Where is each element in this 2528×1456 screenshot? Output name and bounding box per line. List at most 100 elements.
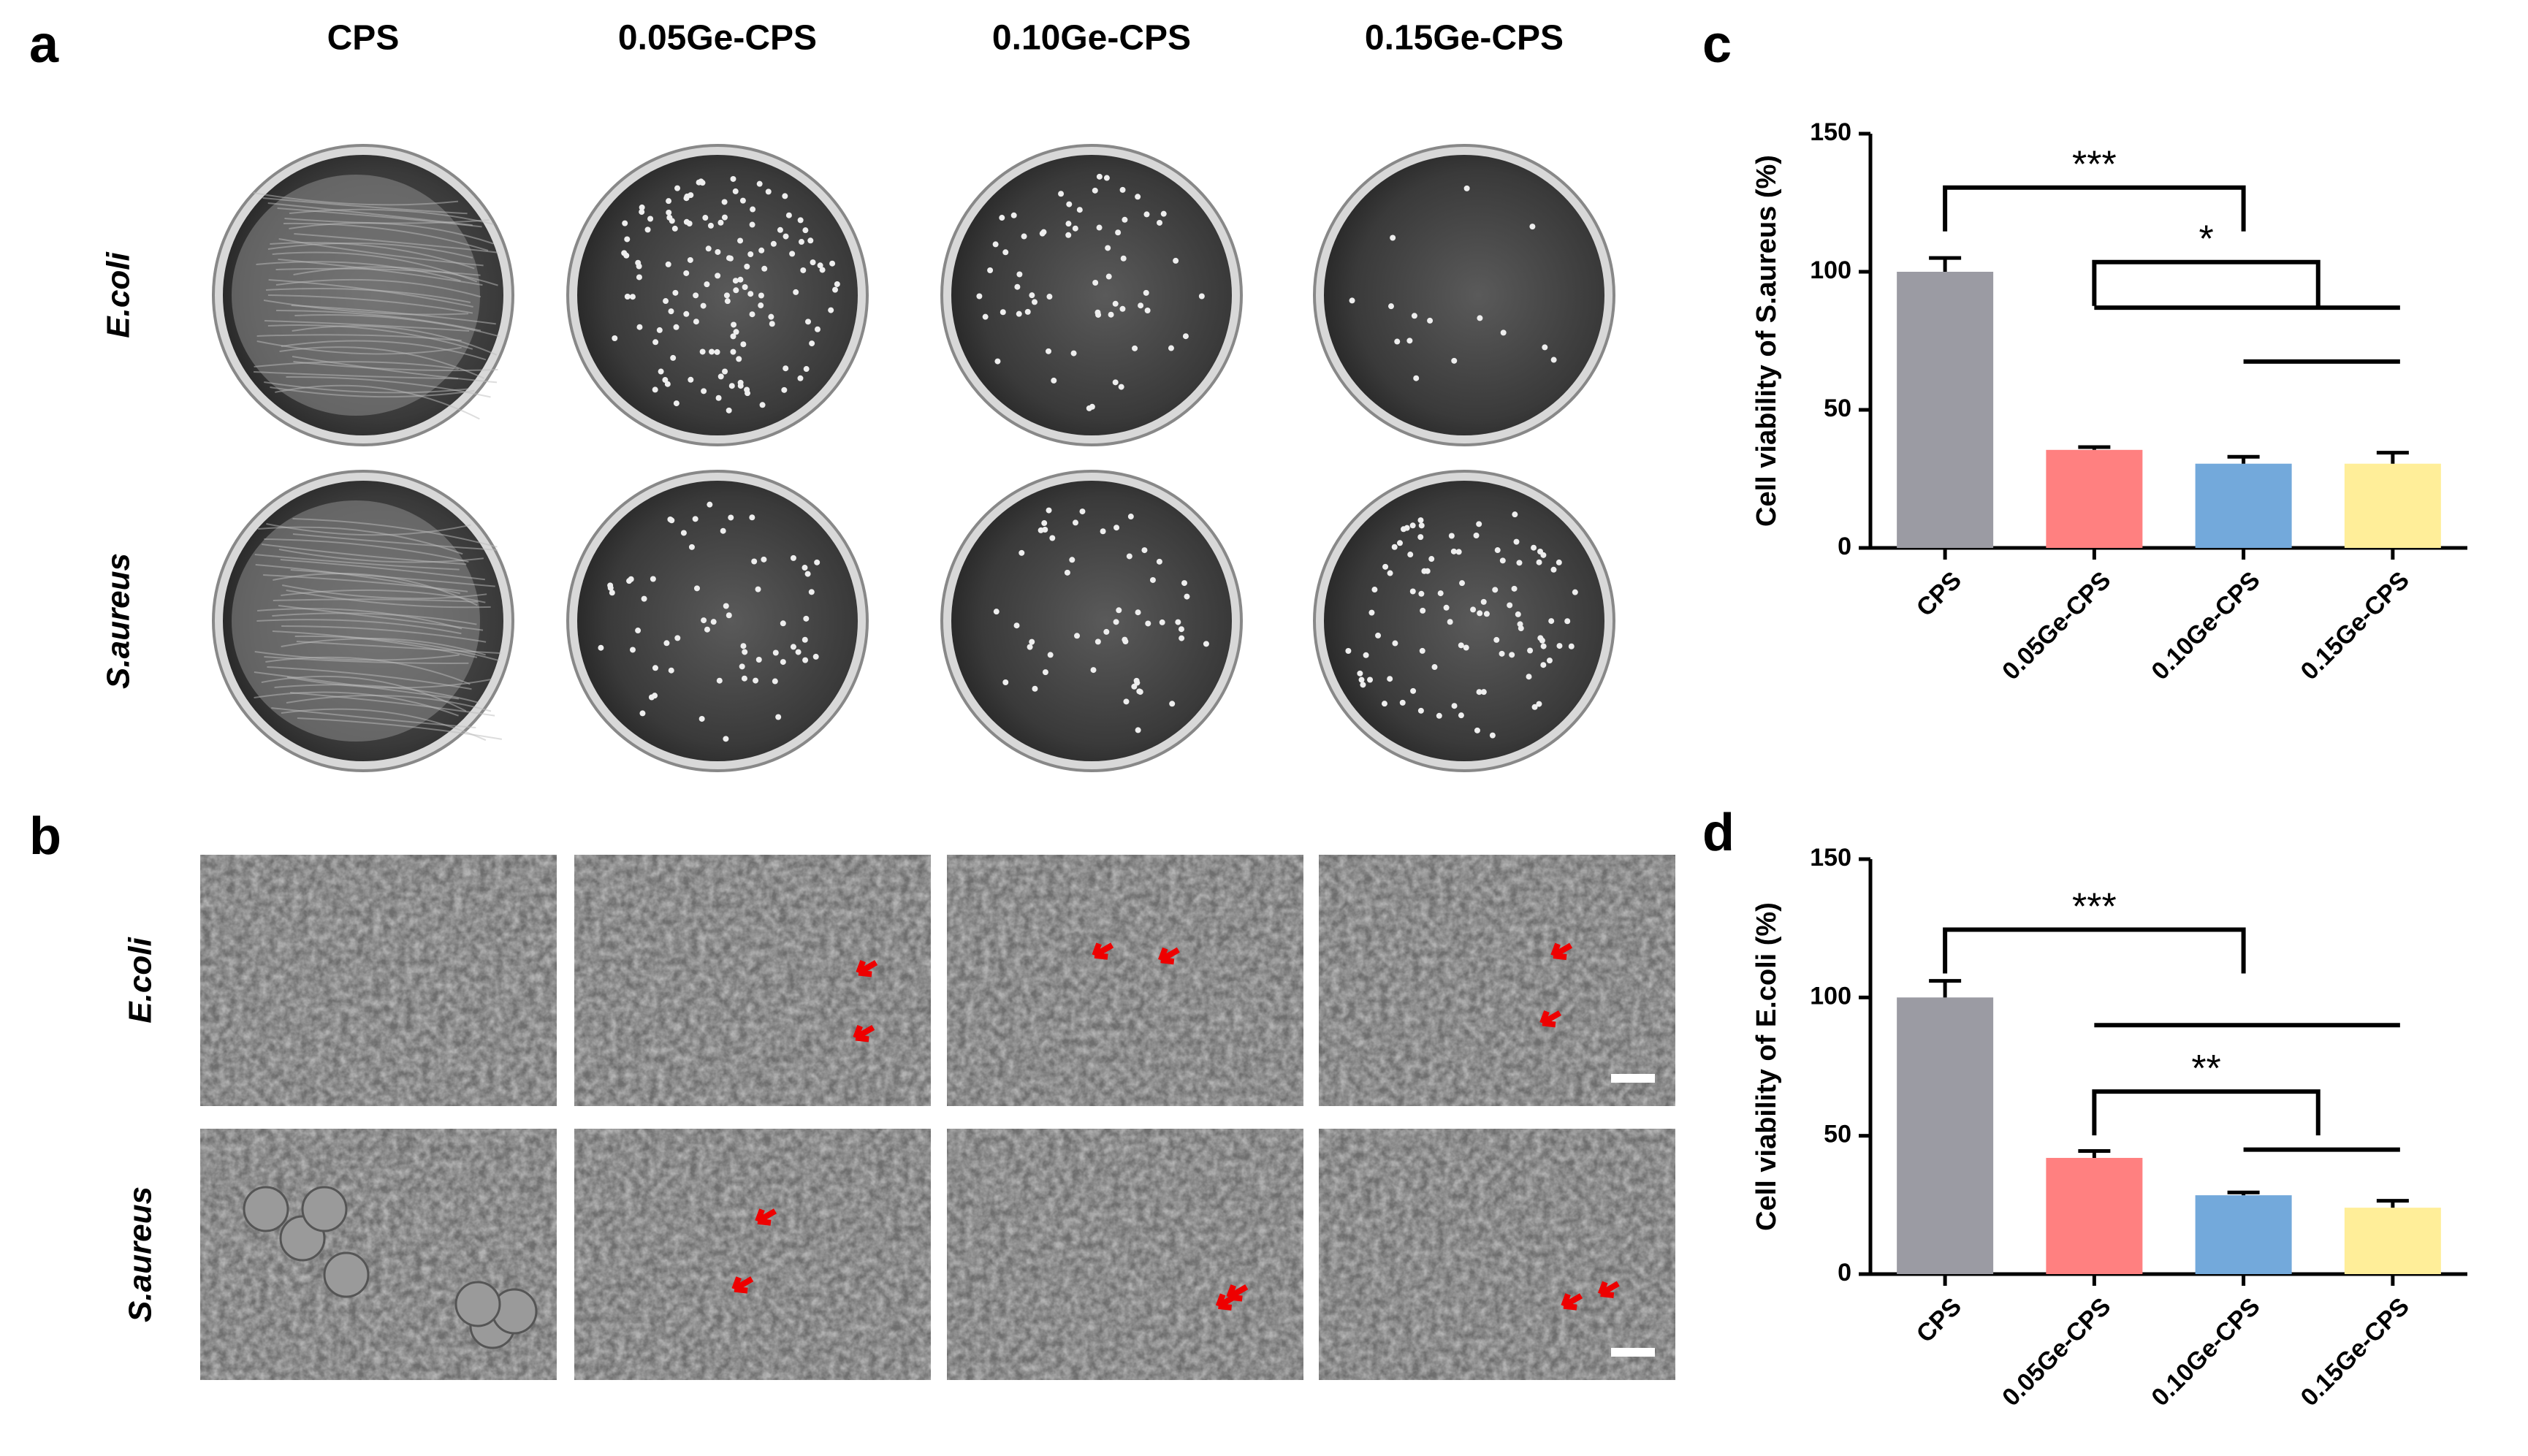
colony <box>1507 602 1513 609</box>
streak <box>264 381 469 394</box>
colony <box>1480 689 1487 695</box>
colony <box>670 354 677 361</box>
colony <box>1358 676 1365 683</box>
colony <box>724 298 731 305</box>
colony <box>648 694 655 701</box>
colony <box>726 612 732 619</box>
colony <box>727 255 734 262</box>
streak <box>264 538 469 563</box>
colony <box>733 329 739 335</box>
colony <box>992 241 999 248</box>
panel-label: c <box>1702 15 1732 74</box>
y-tick-label: 50 <box>1824 1121 1851 1148</box>
y-axis-label: Cell viability of S.aureus (%) <box>1751 155 1782 527</box>
colony <box>744 386 750 393</box>
sem-texture <box>947 855 1303 1106</box>
colony <box>1092 187 1098 194</box>
colony <box>1417 534 1424 541</box>
colony <box>1143 211 1150 218</box>
streak <box>270 242 475 270</box>
colony <box>1108 311 1114 318</box>
colony <box>803 615 810 622</box>
panel-label: b <box>29 807 61 866</box>
colony <box>1474 727 1480 733</box>
colony <box>723 736 729 742</box>
sem-texture <box>1319 1129 1675 1380</box>
colony <box>673 324 679 330</box>
colony <box>1065 232 1072 238</box>
colony <box>814 559 821 565</box>
colony <box>1409 588 1416 595</box>
colony <box>1127 514 1134 520</box>
significance-bracket <box>2092 259 2320 306</box>
colony <box>777 226 783 233</box>
colony <box>756 180 763 187</box>
colony <box>1029 639 1035 645</box>
streak <box>294 233 499 254</box>
colony <box>1002 679 1009 686</box>
colony <box>1418 522 1425 529</box>
colony <box>1451 703 1458 709</box>
colony <box>628 576 634 582</box>
colony <box>671 225 678 232</box>
colony <box>1540 662 1547 668</box>
colony <box>744 263 750 270</box>
colony <box>1175 619 1181 625</box>
colony <box>758 292 764 299</box>
colony <box>705 245 712 252</box>
colony <box>710 619 717 625</box>
bacterium <box>243 1186 289 1232</box>
colony <box>1409 522 1416 529</box>
colony <box>664 381 671 387</box>
colony <box>1413 375 1420 381</box>
colony <box>684 193 690 199</box>
streak <box>294 314 500 338</box>
streak <box>262 544 467 565</box>
colony <box>1499 650 1505 657</box>
colony <box>832 286 839 293</box>
colony <box>673 400 679 407</box>
colony <box>1556 559 1562 565</box>
colony <box>666 209 672 216</box>
colony <box>732 188 739 194</box>
colony <box>1509 652 1515 658</box>
colony <box>1074 633 1081 639</box>
colony <box>680 530 687 536</box>
colony <box>721 199 728 205</box>
colony <box>624 293 631 300</box>
colony <box>739 663 745 670</box>
colony <box>807 237 814 244</box>
colony <box>802 636 808 643</box>
colony <box>666 198 672 205</box>
significance-bracket <box>1943 185 2246 232</box>
streak <box>293 361 498 372</box>
colony <box>1536 559 1542 565</box>
red-arrow <box>755 1208 777 1226</box>
colony <box>639 710 646 717</box>
red-arrow <box>731 1276 754 1294</box>
colony <box>772 649 779 656</box>
colony <box>622 220 628 226</box>
panel-label: a <box>29 15 59 74</box>
bacterium <box>323 1251 370 1298</box>
streak <box>267 242 473 259</box>
colony <box>629 647 636 653</box>
colony <box>994 358 1001 365</box>
colony <box>1065 221 1072 227</box>
colony <box>1198 293 1205 300</box>
streak <box>263 300 469 316</box>
colony <box>668 667 674 674</box>
colony <box>709 348 715 355</box>
colony <box>783 365 789 372</box>
colony <box>808 589 815 595</box>
colony <box>1477 610 1483 617</box>
colony <box>1070 350 1077 357</box>
colony <box>686 220 693 226</box>
colony <box>740 341 747 348</box>
colony <box>1550 566 1557 573</box>
colony <box>1144 307 1151 313</box>
colony <box>1010 212 1017 218</box>
colony <box>765 188 772 195</box>
colony <box>812 653 819 660</box>
row-label: E.coli <box>101 252 137 338</box>
